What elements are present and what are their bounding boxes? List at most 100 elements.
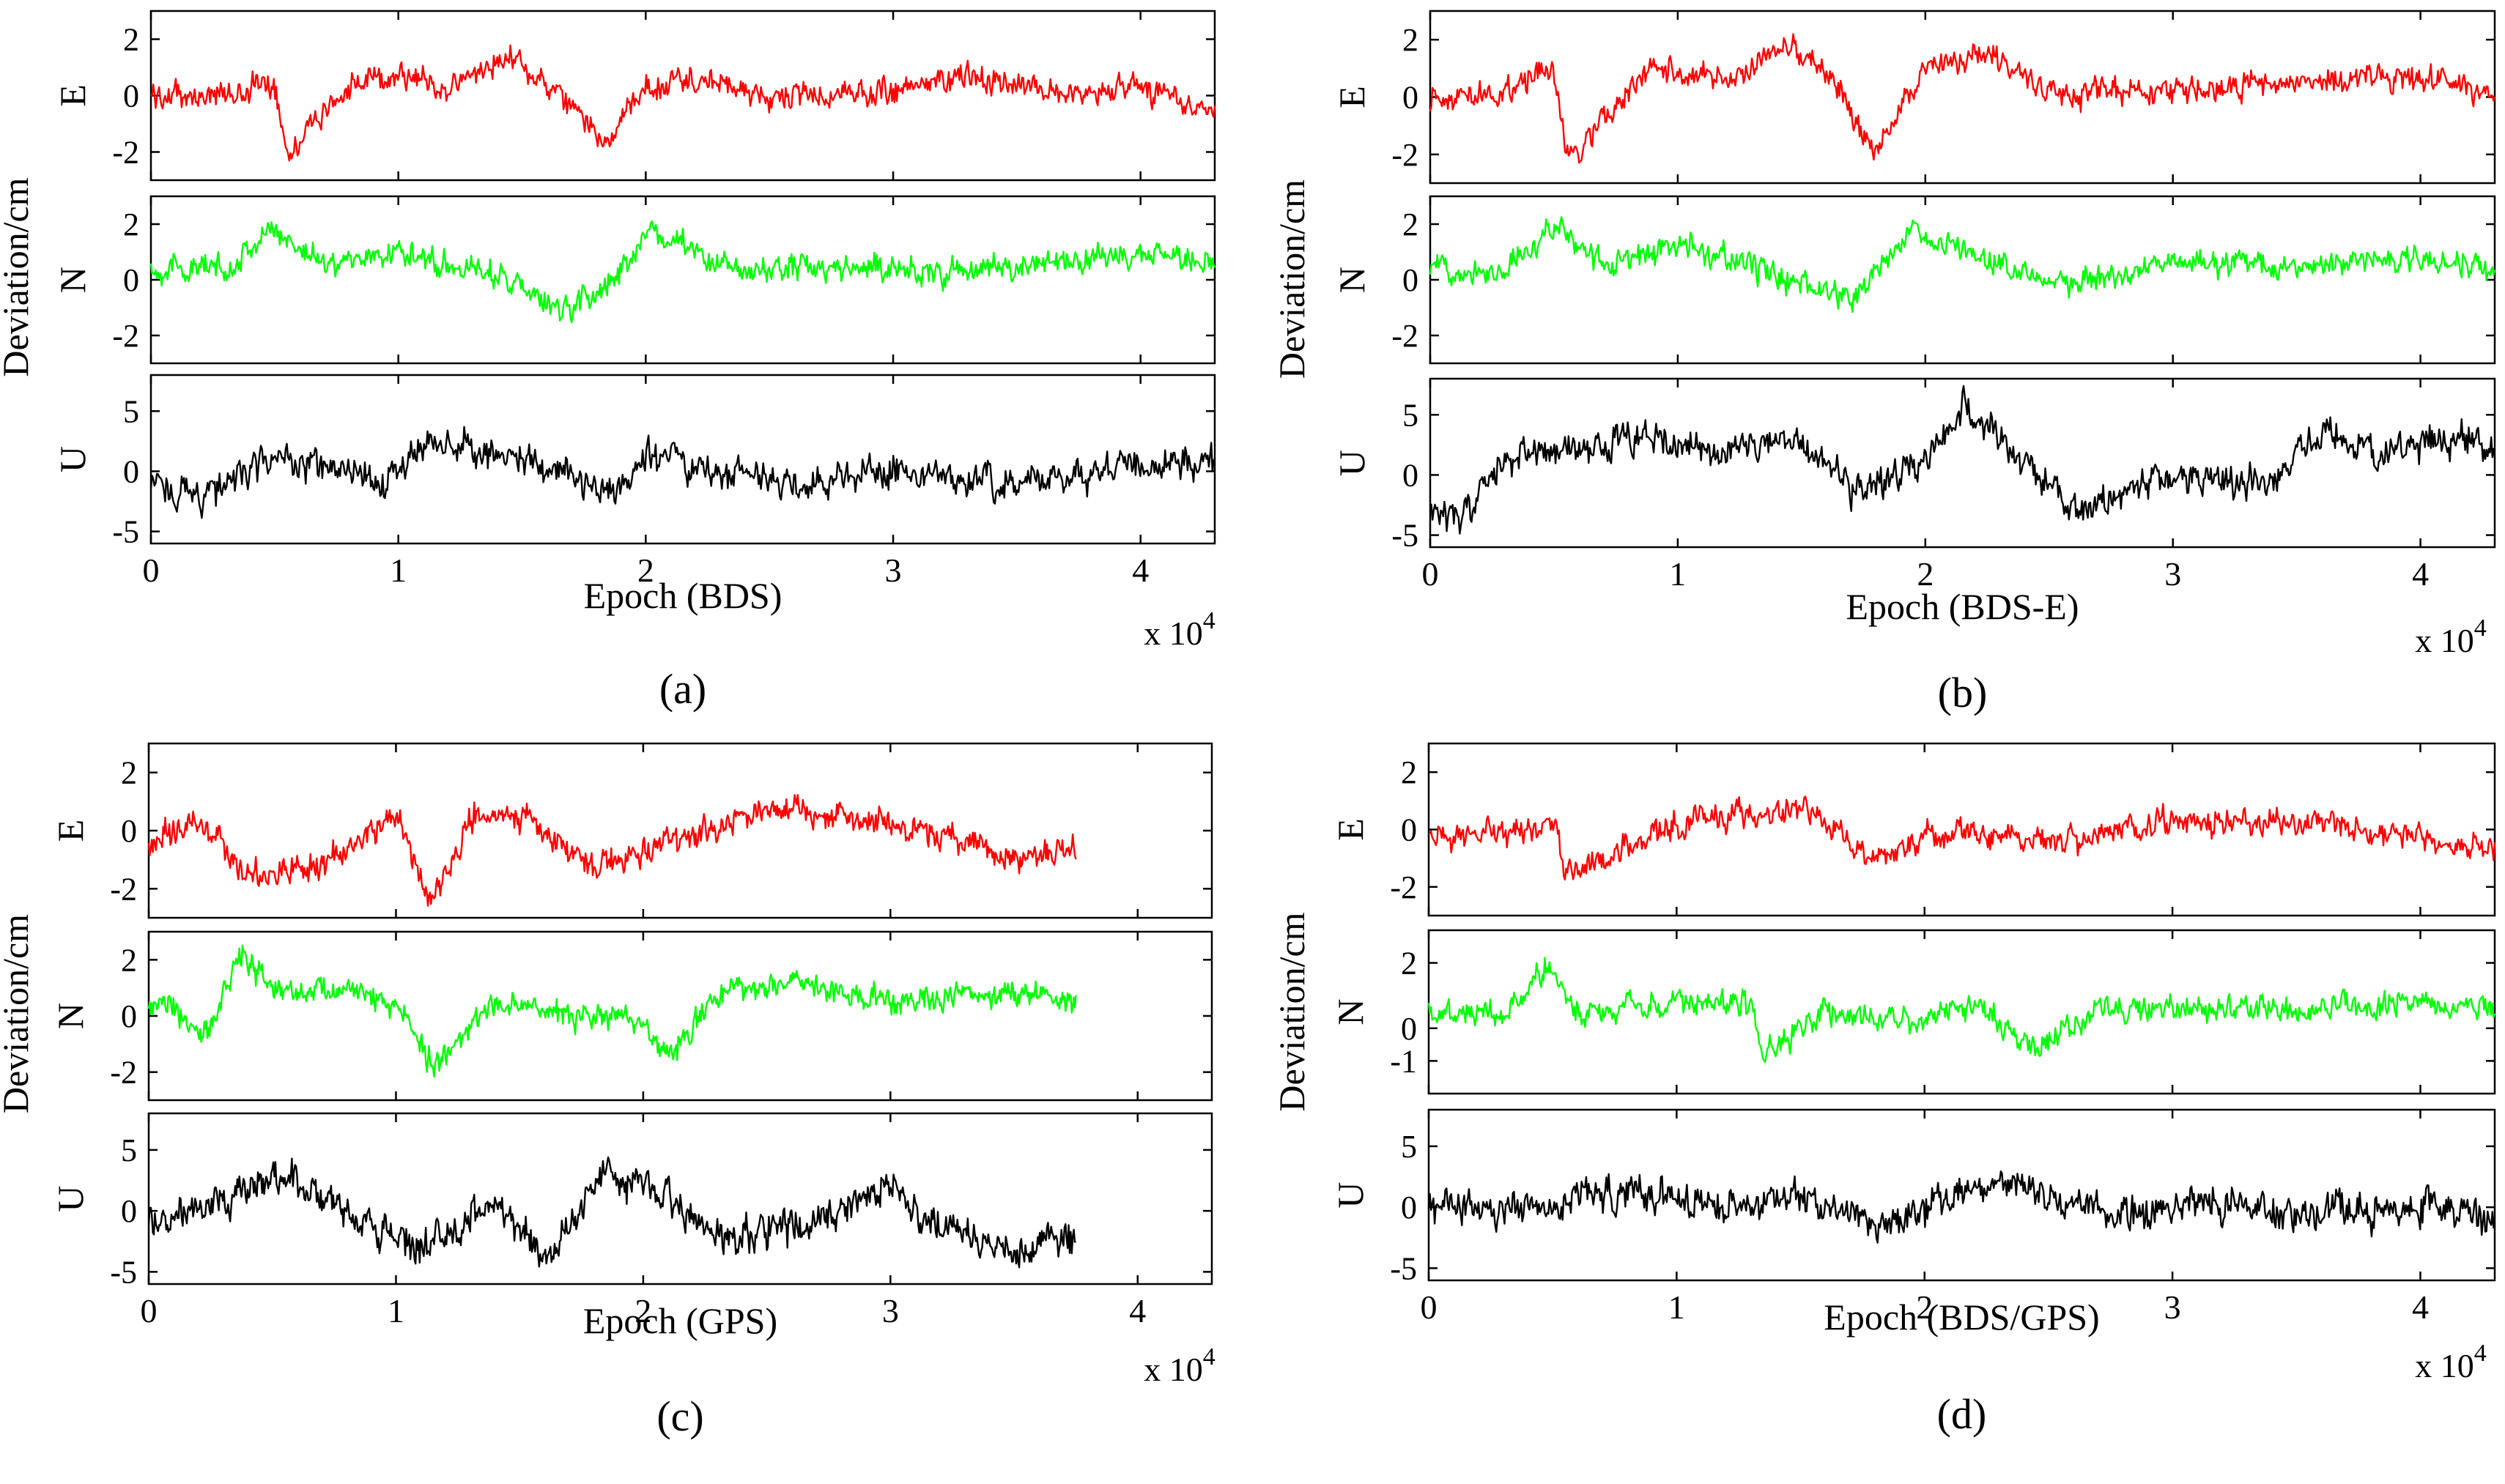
component-label-U: U — [52, 446, 93, 472]
y-tick-label: 2 — [121, 942, 137, 978]
trace-N — [147, 944, 1077, 1078]
x-axis-label: Epoch (BDS/GPS) — [1824, 1296, 2099, 1338]
y-tick-label: 0 — [1401, 1011, 1417, 1047]
subplot-N: -10 2 N — [1330, 929, 2496, 1095]
component-label-U: U — [50, 1185, 91, 1212]
axis-box — [147, 1112, 1213, 1285]
x-tick-label: 2 — [634, 1292, 651, 1329]
y-tick-label: -5 — [1390, 1250, 1417, 1286]
y-tick-label: -2 — [112, 318, 139, 354]
component-label-E: E — [50, 820, 91, 842]
y-tick-label: 2 — [123, 207, 139, 242]
x-axis-label: Epoch (BDS) — [584, 575, 782, 616]
component-label-U: U — [1330, 1181, 1371, 1208]
y-tick-label: 5 — [1401, 1129, 1417, 1165]
y-tick-label: 5 — [121, 1132, 137, 1168]
panel-label: (b) — [1938, 669, 1988, 716]
y-tick-label: 2 — [1401, 946, 1417, 982]
x-multiplier: x 104 — [2415, 615, 2487, 659]
x-axis-label: Epoch (GPS) — [583, 1300, 777, 1341]
y-tick-label: 0 — [121, 1193, 137, 1229]
y-tick-label: 0 — [121, 998, 137, 1034]
y-tick-label: -5 — [110, 1254, 137, 1290]
y-tick-label: -2 — [1391, 137, 1418, 173]
x-tick-label: 3 — [885, 552, 902, 589]
subplot-U: -5 0 5 U — [52, 374, 1216, 550]
y-tick-label: 2 — [1401, 754, 1417, 790]
y-tick-label: -1 — [1390, 1043, 1417, 1079]
trace-U — [147, 1156, 1077, 1269]
y-axis-label: Deviation/cm — [1271, 912, 1312, 1111]
x-tick-label: 1 — [1669, 555, 1686, 593]
y-tick-label: 0 — [121, 813, 137, 849]
subplot-N: -2 0 2 N — [1331, 195, 2496, 365]
y-tick-label: 0 — [1402, 457, 1418, 493]
x-tick-label: 4 — [1132, 552, 1149, 589]
subplot-U: -5 0 5 U — [1330, 1108, 2496, 1286]
subplot-N: -2 0 2 N — [52, 195, 1216, 365]
y-tick-label: 2 — [1402, 207, 1418, 242]
component-label-E: E — [52, 84, 93, 107]
y-tick-label: 0 — [123, 262, 139, 298]
component-label-U: U — [1331, 450, 1372, 476]
y-tick-label: -2 — [112, 135, 139, 171]
panel-label: (a) — [659, 665, 706, 713]
y-tick-label: -2 — [1391, 318, 1418, 354]
subplot-U: -5 0 5 U — [1331, 377, 2496, 554]
y-tick-label: -5 — [112, 514, 139, 550]
x-tick-label: 2 — [1917, 555, 1934, 593]
component-label-N: N — [1331, 267, 1372, 293]
x-multiplier: x 104 — [2415, 1340, 2487, 1384]
axis-box — [1427, 929, 2496, 1095]
x-tick-label: 2 — [1916, 1288, 1933, 1326]
component-label-E: E — [1331, 86, 1372, 108]
x-tick-label: 0 — [141, 1292, 158, 1329]
axis-box — [1427, 1108, 2496, 1282]
y-axis-label: Deviation/cm — [0, 914, 36, 1113]
x-multiplier: x 104 — [1144, 1343, 1216, 1388]
y-tick-label: 5 — [123, 393, 139, 429]
x-tick-label: 3 — [882, 1292, 899, 1329]
component-label-N: N — [52, 267, 93, 293]
y-tick-label: 2 — [121, 755, 137, 791]
subplot-E: -2 0 2 E — [1331, 10, 2496, 185]
x-tick-label: 0 — [143, 552, 160, 589]
y-tick-label: 5 — [1402, 397, 1418, 433]
x-tick-label: 1 — [390, 552, 407, 589]
y-tick-label: 0 — [123, 78, 139, 114]
x-tick-label: 0 — [1422, 555, 1439, 593]
y-axis-label: Deviation/cm — [0, 177, 36, 376]
trace-U — [1427, 1170, 2496, 1244]
x-tick-label: 0 — [1421, 1288, 1437, 1326]
axis-box — [1429, 377, 2496, 549]
subplot-E: -2 0 2 E — [1330, 742, 2496, 917]
component-label-E: E — [1330, 818, 1371, 841]
y-tick-label: 0 — [1402, 80, 1418, 116]
y-tick-label: 2 — [123, 22, 139, 58]
subplot-E: -2 0 2 E — [50, 742, 1213, 919]
panel-label: (d) — [1937, 1390, 1987, 1438]
y-tick-label: -2 — [110, 871, 137, 907]
y-tick-label: 0 — [123, 453, 139, 489]
y-axis-label: Deviation/cm — [1271, 179, 1312, 379]
x-tick-label: 3 — [2164, 1288, 2181, 1326]
x-tick-label: 4 — [1129, 1292, 1146, 1329]
component-label-N: N — [1330, 998, 1371, 1025]
panel-label: (c) — [656, 1392, 703, 1440]
x-multiplier: x 104 — [1144, 607, 1216, 652]
trace-U — [1429, 385, 2496, 535]
component-label-N: N — [50, 1003, 91, 1029]
x-tick-label: 3 — [2164, 555, 2181, 593]
y-tick-label: -2 — [110, 1055, 137, 1091]
y-tick-label: -2 — [1390, 869, 1417, 905]
x-axis-label: Epoch (BDS-E) — [1846, 586, 2079, 627]
y-tick-label: 2 — [1402, 22, 1418, 58]
trace-E — [1429, 33, 2496, 164]
x-tick-label: 4 — [2412, 555, 2429, 593]
